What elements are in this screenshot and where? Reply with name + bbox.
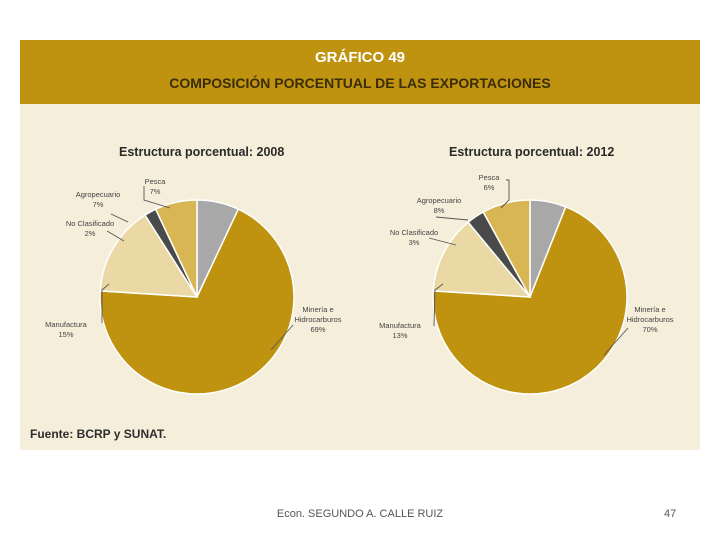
slice-label-agropecuario: Agropecuario 8% (417, 196, 462, 215)
pie-slice-mineria (432, 205, 628, 395)
chart-panel: Estructura porcentual: 2008 Pesca 7% Minerí… (20, 104, 700, 450)
leader-line-agropecuario (435, 216, 469, 221)
leader-line-no-clasificado (106, 230, 125, 242)
chart-title: Estructura porcentual: 2012 (449, 145, 614, 159)
pie-chart-1: Estructura porcentual: 2008 Pesca 7% Minerí… (45, 145, 342, 395)
slice-label-no-clasificado: No Clasificado 2% (66, 219, 114, 238)
pie-slice-mineria (99, 208, 295, 395)
source-note: Fuente: BCRP y SUNAT. (30, 427, 167, 441)
slice-label-pesca: Pesca 7% (145, 177, 167, 196)
figure-number: GRÁFICO 49 (314, 49, 405, 66)
pie-chart-2: Estructura porcentual: 2012 Pesca 6% Minerí… (379, 145, 674, 395)
leader-line-agropecuario (110, 213, 129, 223)
pie-slice-manufactura (432, 221, 532, 298)
pie-charts: Estructura porcentual: 2008 Pesca 7% Minerí… (45, 145, 674, 395)
pie-slice-agropecuario (154, 199, 198, 298)
footer-author: Econ. SEGUNDO A. CALLE RUIZ (276, 508, 444, 520)
leader-line-mineria (270, 324, 294, 351)
leader-line-manufactura (101, 283, 110, 323)
slice-label-manufactura: Manufactura 13% (379, 321, 422, 340)
pie-slice-manufactura (99, 214, 199, 298)
chart-header: GRÁFICO 49 COMPOSICIÓN PORCENTUAL DE LAS… (20, 40, 700, 104)
leader-line-no-clasificado (428, 237, 457, 246)
slice-label-mineria: Minería e Hidrocarburos 69% (294, 305, 341, 334)
page-number: 47 (664, 508, 677, 520)
figure-title: COMPOSICIÓN PORCENTUAL DE LAS EXPORTACIO… (169, 75, 551, 91)
leader-line-pesca (500, 179, 510, 209)
slice-label-mineria: Minería e Hidrocarburos 70% (626, 305, 673, 334)
chart-title: Estructura porcentual: 2008 (119, 145, 284, 159)
leader-line-pesca (143, 186, 171, 209)
slice-label-no-clasificado: No Clasificado 3% (390, 228, 438, 247)
slice-label-pesca: Pesca 6% (479, 173, 501, 192)
leader-line-manufactura (433, 283, 444, 327)
leader-line-mineria (603, 327, 629, 356)
slice-label-agropecuario: Agropecuario 7% (76, 190, 121, 209)
slice-label-manufactura: Manufactura 15% (45, 320, 88, 339)
